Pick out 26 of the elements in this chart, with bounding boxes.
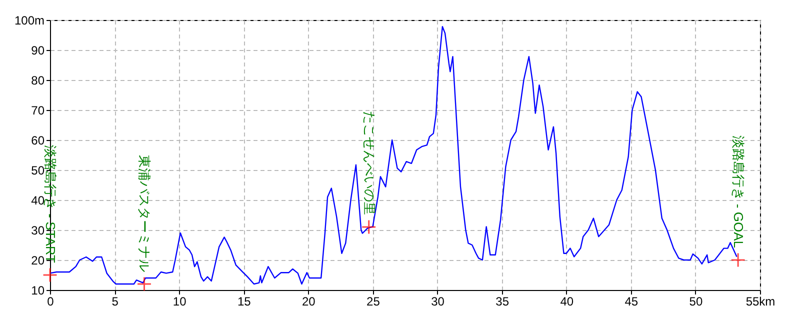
x-tick-label: 45 bbox=[624, 294, 638, 308]
x-tick-label: 15 bbox=[237, 294, 252, 308]
y-tick-label: 10 bbox=[31, 284, 45, 298]
annotation: 淡路島行き - START bbox=[43, 145, 58, 264]
x-tick-label: 35 bbox=[496, 294, 510, 308]
x-tick-label: 50 bbox=[689, 294, 703, 308]
y-tick-label: 80 bbox=[31, 74, 45, 88]
x-tick-label: 10 bbox=[172, 294, 187, 308]
x-tick-label: 40 bbox=[560, 294, 574, 308]
y-tick-label: 100m bbox=[14, 14, 44, 28]
y-tick-label: 30 bbox=[31, 224, 45, 238]
annotation: たこせんべいの里 bbox=[362, 111, 377, 215]
annotation: 東浦バスターミナル bbox=[137, 155, 152, 272]
y-tick-label: 20 bbox=[31, 254, 45, 268]
y-tick-label: 40 bbox=[31, 194, 45, 208]
x-tick-label: 30 bbox=[431, 294, 445, 308]
y-tick-label: 50 bbox=[31, 164, 45, 178]
x-tick-label: 5 bbox=[112, 294, 119, 308]
y-tick-label: 60 bbox=[31, 134, 45, 148]
y-tick-label: 90 bbox=[31, 44, 45, 58]
y-tick-label: 70 bbox=[31, 104, 45, 118]
x-tick-label: 0 bbox=[47, 294, 54, 308]
annotation: 淡路島行き - GOAL bbox=[731, 135, 746, 248]
x-tick-label: 25 bbox=[366, 294, 380, 308]
x-tick-label: 55km bbox=[746, 294, 776, 308]
x-tick-label: 20 bbox=[302, 294, 316, 308]
